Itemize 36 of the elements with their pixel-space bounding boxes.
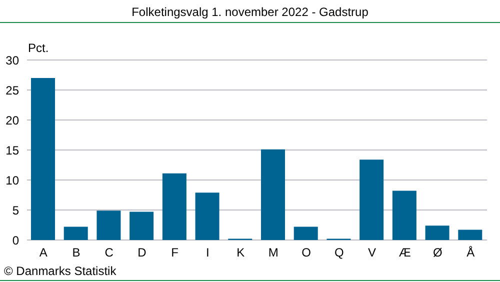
x-tick-label: V bbox=[368, 246, 376, 260]
bar bbox=[31, 78, 55, 240]
y-tick-label: 0 bbox=[12, 233, 20, 248]
y-axis-title: Pct. bbox=[28, 41, 49, 55]
x-tick-label: D bbox=[138, 246, 147, 260]
bar bbox=[294, 226, 318, 240]
x-tick-label: Æ bbox=[398, 246, 411, 260]
x-tick-label: Ø bbox=[433, 246, 442, 260]
x-tick-label: Q bbox=[334, 246, 344, 260]
y-tick-label: 30 bbox=[6, 53, 20, 68]
x-tick-label: I bbox=[206, 246, 210, 260]
x-tick-label: C bbox=[104, 246, 114, 260]
bar bbox=[96, 210, 121, 240]
bar bbox=[195, 192, 220, 240]
y-tick-label: 20 bbox=[6, 113, 20, 128]
bar bbox=[130, 212, 154, 240]
bar bbox=[425, 226, 450, 240]
bar bbox=[392, 190, 416, 240]
x-tick-label: M bbox=[268, 246, 278, 260]
bar bbox=[458, 230, 482, 240]
x-tick-label: B bbox=[72, 246, 80, 260]
x-tick-label: K bbox=[236, 246, 245, 260]
chart-title: Folketingsvalg 1. november 2022 - Gadstrup bbox=[130, 5, 370, 19]
text: © Danmarks Statistik bbox=[4, 264, 116, 278]
y-tick-label: 10 bbox=[6, 173, 20, 188]
bar bbox=[64, 226, 88, 240]
bar bbox=[261, 149, 285, 240]
x-tick-label: F bbox=[171, 246, 179, 260]
x-tick-label: O bbox=[302, 246, 311, 260]
x-tick-label: Å bbox=[466, 246, 475, 260]
y-tick-label: 25 bbox=[6, 83, 20, 98]
bar bbox=[360, 160, 384, 240]
y-tick-label: 5 bbox=[12, 203, 20, 218]
x-tick-label: A bbox=[39, 246, 48, 260]
bar bbox=[162, 173, 186, 240]
y-tick-label: 15 bbox=[6, 143, 20, 158]
